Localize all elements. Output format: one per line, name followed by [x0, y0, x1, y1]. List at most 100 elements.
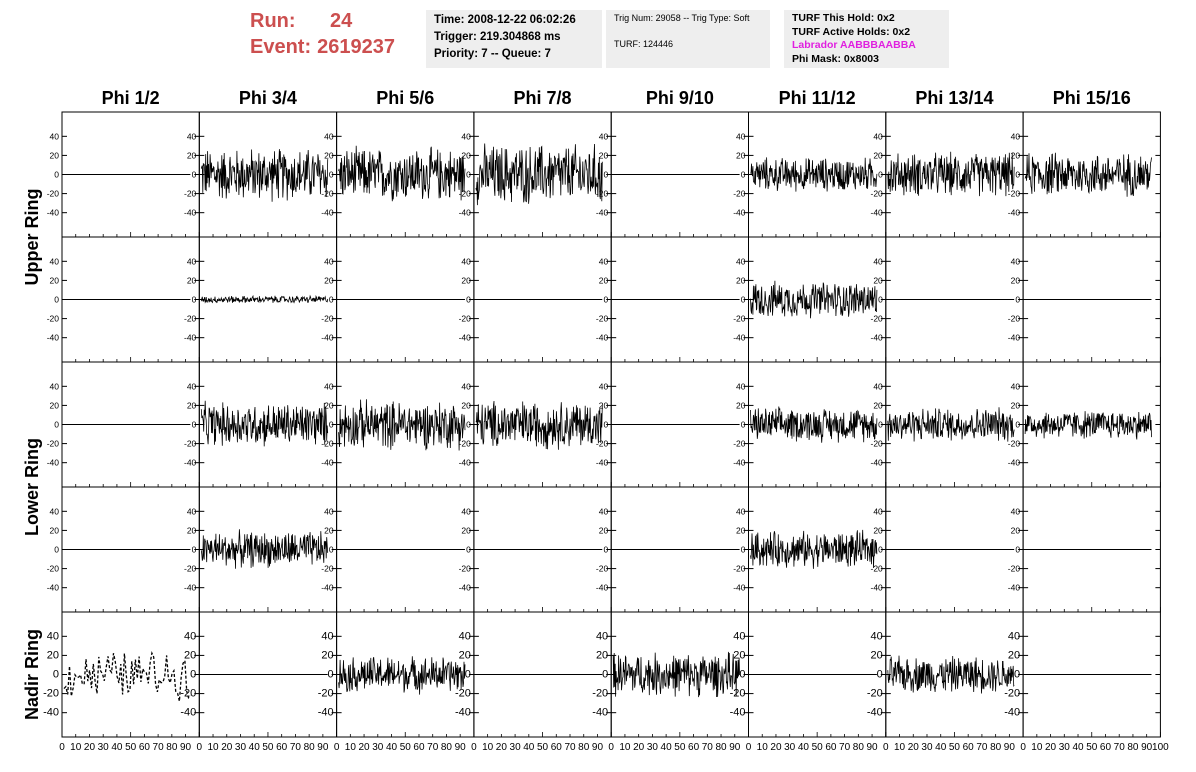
waveform-trace	[475, 400, 603, 450]
trig-info-box: Trig Num: 29058 -- Trig Type: Soft TURF:…	[606, 10, 770, 68]
waveform-trace	[887, 151, 1015, 197]
y-tick-label: -40	[321, 583, 334, 593]
y-tick-label: 0	[329, 545, 334, 555]
y-tick-label: -20	[733, 189, 746, 199]
y-tick-label: 20	[736, 275, 746, 285]
y-tick-label: 0	[466, 545, 471, 555]
y-tick-label: -40	[592, 707, 608, 719]
y-tick-label: 40	[50, 506, 60, 516]
row-label: Nadir Ring	[22, 629, 42, 720]
run-value: 24	[330, 10, 353, 32]
y-tick-label: 20	[461, 150, 471, 160]
x-tick-label: 90	[867, 742, 879, 753]
y-tick-label: 40	[873, 506, 883, 516]
turf-hold-text: TURF This Hold: 0x2	[792, 12, 895, 24]
y-tick-label: -40	[180, 707, 196, 719]
y-tick-label: -40	[733, 458, 746, 468]
y-tick-label: -20	[733, 564, 746, 574]
y-tick-label: 20	[736, 150, 746, 160]
y-tick-label: 20	[47, 649, 59, 661]
y-tick-label: 20	[187, 525, 197, 535]
labrador-text: Labrador AABBBAABBA	[792, 39, 916, 51]
y-tick-label: -40	[321, 333, 334, 343]
x-tick-label: 0	[1020, 742, 1026, 753]
y-tick-label: -40	[871, 333, 884, 343]
y-tick-label: 20	[1011, 525, 1021, 535]
x-tick-label: 0	[883, 742, 889, 753]
y-tick-label: 0	[466, 170, 471, 180]
waveform-trace	[475, 143, 603, 206]
column-header: Phi 13/14	[915, 88, 993, 108]
x-tick-label: 60	[139, 742, 151, 753]
y-tick-label: -20	[730, 688, 746, 700]
y-tick-label: 40	[1008, 630, 1020, 642]
waveform-trace	[1024, 411, 1152, 440]
y-tick-label: -20	[1008, 439, 1021, 449]
y-tick-label: -20	[47, 439, 60, 449]
column-header: Phi 11/12	[779, 88, 856, 108]
x-tick-label: 100	[1152, 742, 1169, 753]
y-tick-label: 20	[461, 400, 471, 410]
y-tick-label: 40	[873, 256, 883, 266]
y-tick-label: 40	[599, 506, 609, 516]
run-event-box: Run: 24 Event: 2619237	[250, 8, 420, 66]
y-tick-label: 40	[324, 256, 334, 266]
y-tick-label: -40	[596, 458, 609, 468]
x-tick-label: 10	[345, 742, 357, 753]
x-tick-label: 70	[702, 742, 714, 753]
run-label: Run:	[250, 10, 296, 32]
y-tick-label: -20	[459, 564, 472, 574]
y-tick-label: 40	[736, 131, 746, 141]
waveform-trace	[1024, 152, 1152, 197]
phi-mask-text: Phi Mask: 0x8003	[792, 52, 879, 65]
y-tick-label: 0	[878, 170, 883, 180]
x-tick-label: 50	[400, 742, 412, 753]
x-tick-label: 80	[715, 742, 727, 753]
y-tick-label: -20	[321, 439, 334, 449]
y-tick-label: 0	[54, 545, 59, 555]
y-tick-label: -20	[733, 439, 746, 449]
y-tick-label: -20	[459, 314, 472, 324]
x-tick-label: 90	[1141, 742, 1153, 753]
y-tick-label: 40	[1011, 506, 1021, 516]
y-tick-label: -20	[47, 564, 60, 574]
x-tick-label: 10	[70, 742, 82, 753]
column-header: Phi 5/6	[376, 88, 434, 108]
waveform-trace	[63, 650, 191, 702]
x-tick-label: 50	[125, 742, 137, 753]
waveform-trace	[338, 145, 466, 202]
x-tick-label: 60	[551, 742, 563, 753]
y-tick-label: 40	[321, 630, 333, 642]
x-tick-label: 30	[784, 742, 796, 753]
y-tick-label: 20	[1011, 400, 1021, 410]
y-tick-label: 0	[877, 669, 883, 681]
y-tick-label: 20	[873, 275, 883, 285]
y-tick-label: 0	[741, 420, 746, 430]
y-tick-label: 40	[599, 381, 609, 391]
y-tick-label: 0	[466, 295, 471, 305]
y-tick-label: 40	[324, 131, 334, 141]
y-tick-label: 20	[50, 400, 60, 410]
y-tick-label: -40	[184, 583, 197, 593]
x-tick-label: 60	[688, 742, 700, 753]
y-tick-label: 40	[324, 381, 334, 391]
y-tick-label: 0	[465, 669, 471, 681]
waveform-trace	[887, 655, 1015, 694]
y-tick-label: -20	[184, 564, 197, 574]
x-tick-label: 20	[633, 742, 645, 753]
y-tick-label: -40	[733, 208, 746, 218]
x-tick-label: 0	[746, 742, 752, 753]
y-tick-label: 20	[599, 400, 609, 410]
y-tick-label: 0	[602, 669, 608, 681]
y-tick-label: -40	[459, 208, 472, 218]
y-tick-label: 20	[461, 275, 471, 285]
waveform-trace	[338, 656, 466, 695]
y-tick-label: -20	[1008, 314, 1021, 324]
waveform-trace	[750, 406, 878, 443]
y-tick-label: -20	[871, 314, 884, 324]
y-tick-label: -20	[43, 688, 59, 700]
x-tick-label: 20	[84, 742, 96, 753]
y-tick-label: -20	[871, 189, 884, 199]
y-tick-label: -20	[459, 189, 472, 199]
